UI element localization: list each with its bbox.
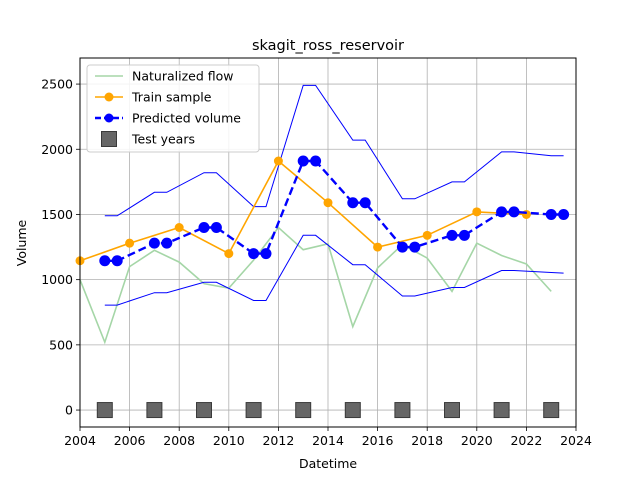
predicted-volume-point bbox=[545, 208, 557, 220]
y-tick-label: 2500 bbox=[41, 77, 73, 92]
y-axis-label: Volume bbox=[14, 219, 29, 266]
y-tick-label: 1000 bbox=[41, 272, 73, 287]
predicted-volume-point bbox=[111, 255, 123, 267]
legend-swatch-test-years bbox=[101, 131, 117, 147]
series-train-sample bbox=[79, 159, 527, 262]
series-predicted-volume bbox=[104, 159, 564, 262]
predicted-volume-point bbox=[210, 222, 222, 234]
legend-label: Test years bbox=[131, 132, 195, 147]
series-lower-bound bbox=[104, 234, 564, 306]
legend-label: Naturalized flow bbox=[132, 69, 233, 84]
predicted-volume-point bbox=[347, 197, 359, 209]
test-year-marker bbox=[96, 402, 113, 419]
predicted-volume-point bbox=[508, 206, 520, 218]
test-year-marker bbox=[344, 402, 361, 419]
predicted-volume-point bbox=[297, 155, 309, 167]
x-tick-label: 2008 bbox=[163, 433, 195, 448]
train-sample-point bbox=[125, 238, 135, 248]
predicted-volume-point bbox=[248, 248, 260, 260]
train-sample-point bbox=[323, 198, 333, 208]
x-tick-label: 2016 bbox=[362, 433, 394, 448]
train-sample-point bbox=[224, 249, 234, 259]
x-tick-label: 2014 bbox=[312, 433, 344, 448]
legend-marker-train-sample bbox=[104, 92, 114, 102]
train-sample-point bbox=[273, 156, 283, 166]
test-year-marker bbox=[146, 402, 163, 419]
predicted-volume-point bbox=[496, 206, 508, 218]
chart-title: skagit_ross_reservoir bbox=[252, 38, 404, 54]
train-sample-point bbox=[422, 230, 432, 240]
series-upper-bound bbox=[104, 84, 564, 217]
test-year-marker bbox=[245, 402, 262, 419]
predicted-volume-point bbox=[396, 241, 408, 253]
y-tick-label: 2000 bbox=[41, 142, 73, 157]
train-sample-point bbox=[373, 242, 383, 252]
test-year-marker bbox=[493, 402, 510, 419]
train-sample-point bbox=[521, 209, 531, 219]
train-sample-point bbox=[472, 207, 482, 217]
predicted-volume-point bbox=[558, 208, 570, 220]
legend: Naturalized flow Train sample Predicted vo… bbox=[86, 64, 260, 153]
x-axis: 2004 2006 2008 2010 2012 2014 2016 2018 2020 2022… bbox=[64, 427, 592, 448]
x-tick-label: 2012 bbox=[262, 433, 294, 448]
predicted-volume-point bbox=[148, 237, 160, 249]
y-tick-label: 1500 bbox=[41, 207, 73, 222]
predicted-volume-point bbox=[198, 222, 210, 234]
predicted-volume-point bbox=[99, 255, 111, 267]
test-year-marker bbox=[295, 402, 312, 419]
legend-label: Train sample bbox=[131, 90, 212, 105]
x-tick-label: 2018 bbox=[411, 433, 443, 448]
y-tick-label: 0 bbox=[65, 403, 73, 418]
legend-box bbox=[86, 64, 260, 153]
predicted-volume-point bbox=[310, 155, 322, 167]
predicted-volume-point bbox=[359, 197, 371, 209]
y-tick-label: 500 bbox=[49, 337, 73, 352]
plot-area bbox=[75, 84, 570, 419]
test-year-marker bbox=[444, 402, 460, 419]
predicted-volume-point bbox=[458, 229, 470, 241]
test-year-marker bbox=[543, 402, 560, 419]
x-tick-label: 2024 bbox=[560, 433, 592, 448]
train-sample-point bbox=[174, 223, 184, 233]
y-axis: 0 500 1000 1500 2000 2500 bbox=[41, 77, 80, 418]
legend-label: Predicted volume bbox=[132, 111, 241, 126]
x-tick-label: 2020 bbox=[461, 433, 493, 448]
predicted-volume-point bbox=[161, 237, 173, 249]
x-tick-label: 2006 bbox=[114, 433, 146, 448]
x-axis-label: Datetime bbox=[299, 456, 357, 471]
test-year-marker bbox=[196, 402, 212, 419]
predicted-volume-point bbox=[260, 248, 272, 260]
predicted-volume-point bbox=[446, 229, 458, 241]
x-tick-label: 2004 bbox=[64, 433, 96, 448]
series-naturalized-flow bbox=[79, 226, 552, 345]
test-year-marker bbox=[394, 402, 411, 419]
legend-marker-predicted-volume bbox=[104, 113, 114, 123]
x-tick-label: 2022 bbox=[510, 433, 542, 448]
predicted-volume-point bbox=[409, 241, 421, 253]
x-tick-label: 2010 bbox=[213, 433, 245, 448]
